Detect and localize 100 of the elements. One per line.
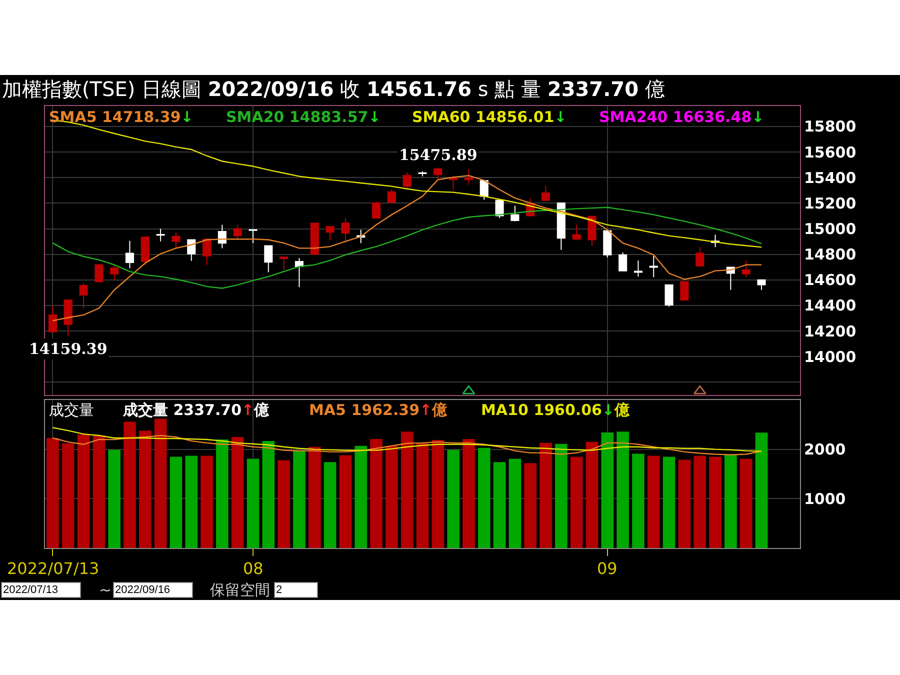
bar (555, 444, 568, 548)
candlestick (280, 256, 288, 270)
bar (616, 432, 629, 548)
bar (62, 443, 74, 548)
bar (740, 458, 752, 548)
bar (108, 450, 120, 548)
bar (154, 418, 167, 548)
candlestick (326, 226, 334, 241)
candlestick (510, 205, 520, 222)
y-tick-label: 2000 (804, 440, 846, 459)
candlestick (156, 228, 165, 242)
bar (386, 446, 398, 548)
chart-title: 加權指數(TSE) 日線圖 2022/09/16 收 14561.76 s 點 量 2337.70 億 (2, 77, 665, 101)
bar (678, 460, 691, 548)
bar (709, 456, 722, 548)
candlestick (742, 260, 750, 278)
series-label: MA10 1960.06↓億 (481, 401, 631, 419)
line-series (52, 427, 762, 452)
candlestick (618, 252, 628, 272)
annotation: 15475.89 (399, 146, 478, 164)
candlestick (264, 244, 273, 273)
line-series (52, 206, 762, 289)
legend-label: SMA240 16636.48↓ (599, 108, 764, 126)
candlestick (434, 167, 442, 180)
candlestick (757, 279, 766, 290)
y-tick-label: 15800 (804, 118, 856, 136)
text: 保留空間 (210, 581, 270, 599)
bar (524, 463, 537, 548)
candlestick (402, 172, 412, 190)
text: SMA60 14856.01↓ (412, 108, 567, 126)
candlestick (79, 282, 88, 309)
candlestick (664, 284, 674, 308)
candlestick (48, 305, 57, 333)
bar (293, 450, 306, 548)
bar (278, 460, 290, 548)
candlestick (125, 240, 134, 269)
bar (432, 440, 444, 548)
text: ~ (99, 581, 112, 599)
candlestick (464, 169, 473, 186)
bar (540, 442, 552, 548)
text: SMA20 14883.57↓ (226, 108, 381, 126)
x-tick-label: 08 (243, 559, 264, 578)
bar (462, 438, 475, 548)
candlestick (572, 224, 581, 240)
bar (493, 462, 506, 548)
candlestick (541, 185, 550, 202)
y-tick-label: 1000 (804, 490, 846, 508)
x-tick-label: 2022/07/13 (7, 559, 100, 578)
bar (354, 446, 368, 548)
annotation: 14159.39 (29, 340, 108, 358)
bar (216, 439, 228, 548)
bar (370, 438, 382, 548)
y-tick-label: 14400 (804, 296, 856, 315)
bar (586, 442, 598, 548)
bar (308, 446, 321, 548)
chart-title: 成交量 (49, 401, 94, 419)
candlestick (588, 215, 596, 246)
candlestick (603, 230, 612, 258)
candlestick (294, 258, 304, 288)
bar (92, 436, 106, 548)
candlestick (634, 260, 642, 278)
bar (724, 454, 737, 548)
bar (694, 456, 706, 548)
bar (647, 456, 660, 548)
candlestick (310, 222, 319, 256)
candlestick (94, 263, 104, 283)
bar (400, 432, 414, 548)
candlestick (248, 229, 258, 244)
bar (185, 456, 198, 548)
bar (447, 450, 460, 548)
bar (262, 440, 275, 548)
bar (570, 456, 583, 548)
candlestick (418, 170, 427, 177)
y-tick-label: 14800 (804, 246, 856, 264)
bar (632, 454, 644, 548)
y-tick-label: 14600 (804, 271, 856, 290)
candlestick (341, 218, 350, 242)
candlestick (680, 280, 689, 301)
y-tick-label: 15200 (804, 194, 856, 212)
bar (508, 458, 522, 548)
series-label: 成交量 2337.70↑億 (122, 401, 270, 419)
bar (601, 432, 614, 548)
bar (755, 432, 768, 548)
bar (124, 422, 136, 548)
x-tick-label: 09 (597, 559, 618, 578)
candlestick (172, 232, 180, 249)
candlestick (110, 264, 119, 280)
candlestick (187, 238, 196, 262)
candlestick (218, 224, 226, 249)
text: SMA5 14718.39↓ (49, 108, 194, 126)
candlestick (387, 189, 396, 204)
y-tick-label: 15600 (804, 143, 856, 162)
candlestick (64, 298, 72, 337)
candlestick (233, 224, 242, 240)
candlestick (696, 246, 704, 267)
bar (246, 458, 260, 548)
y-tick-label: 15000 (804, 220, 856, 238)
bar (339, 455, 352, 548)
line-series (52, 174, 762, 322)
candlestick (556, 202, 566, 250)
